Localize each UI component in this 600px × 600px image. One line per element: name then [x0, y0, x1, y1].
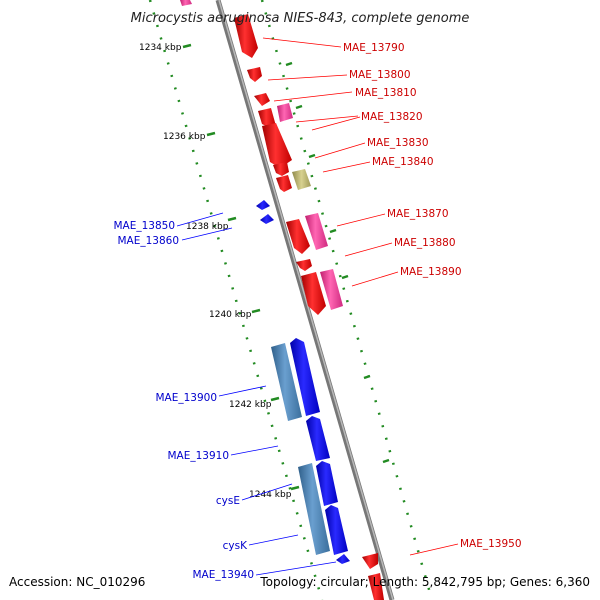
gene-label[interactable]: cysE: [216, 495, 240, 507]
genome-backbone-highlight: [218, 0, 394, 600]
gene-arrow-bottom[interactable]: [368, 573, 384, 600]
gene-arrow-mae-13950[interactable]: [362, 553, 378, 569]
gene-label[interactable]: MAE_13840: [372, 156, 434, 168]
gene-arrow-mae-13840-a[interactable]: [273, 162, 289, 176]
right-leader-lines: [262, 37, 459, 556]
accent-dash: [285, 61, 293, 67]
gene-arrow-partial-top[interactable]: [234, 14, 258, 58]
gene-label[interactable]: MAE_13950: [460, 538, 522, 550]
gene-label[interactable]: MAE_13880: [394, 237, 456, 249]
leader-line: [241, 483, 293, 501]
gene-label[interactable]: MAE_13940: [192, 569, 254, 581]
tick-mark: [206, 131, 216, 137]
tick-label: 1244 kbp: [249, 490, 292, 500]
kbp-tick-labels: 1234 kbp 1236 kbp 1238 kbp 1240 kbp 1242…: [139, 43, 292, 500]
leader-line: [314, 142, 366, 159]
leader-line: [218, 385, 267, 397]
tick-mark: [182, 43, 192, 49]
gene-arrow-mae-13900-steel[interactable]: [271, 343, 302, 421]
gene-label[interactable]: MAE_13800: [349, 69, 411, 81]
leader-line: [311, 116, 361, 131]
feature-khaki[interactable]: [292, 169, 311, 190]
genome-backbone: [215, 0, 395, 600]
gene-arrow-mae-13870-b[interactable]: [305, 213, 328, 250]
leader-line: [267, 74, 348, 81]
gene-arrow-mae-13940[interactable]: [336, 554, 350, 564]
leader-line: [336, 213, 386, 227]
leader-line: [351, 271, 399, 287]
forward-genes: [180, 0, 384, 600]
accent-dash: [382, 458, 390, 464]
reverse-genes: [256, 200, 350, 564]
tick-label: 1236 kbp: [163, 132, 206, 142]
tick-mark: [227, 216, 237, 222]
gene-arrow-mae-13870-a[interactable]: [286, 219, 310, 254]
gene-arrow-mae-13850[interactable]: [256, 200, 270, 210]
right-gene-labels: MAE_13790 MAE_13800 MAE_13810 MAE_13820 …: [343, 42, 522, 550]
accent-dash: [308, 153, 316, 159]
gene-arrow-mae-13900[interactable]: [290, 338, 320, 416]
gene-label[interactable]: MAE_13910: [167, 450, 229, 462]
accent-dash: [295, 104, 303, 110]
leader-line: [262, 37, 342, 48]
gene-label[interactable]: cysK: [223, 540, 248, 552]
gene-arrow-mae-13910[interactable]: [306, 416, 330, 461]
gene-arrow-mae-13840-b[interactable]: [276, 175, 292, 192]
tick-mark: [290, 485, 300, 491]
gene-label[interactable]: MAE_13850: [113, 220, 175, 232]
leader-line: [181, 227, 233, 241]
tick-label: 1234 kbp: [139, 43, 182, 53]
tick-mark: [270, 396, 280, 402]
gene-arrow-mae-13810-a[interactable]: [254, 93, 270, 106]
gene-arrow-mae-13890-b[interactable]: [320, 269, 343, 310]
gene-arrow-mae-13860[interactable]: [260, 214, 274, 224]
tick-label: 1242 kbp: [229, 400, 272, 410]
gene-label[interactable]: MAE_13820: [361, 111, 423, 123]
gene-label[interactable]: MAE_13890: [400, 266, 462, 278]
leader-line: [176, 212, 224, 227]
gene-arrow-mae-13880[interactable]: [296, 259, 312, 271]
leader-line: [344, 242, 393, 257]
tick-mark: [251, 308, 261, 314]
gene-label[interactable]: MAE_13810: [355, 87, 417, 99]
left-leader-lines: [176, 212, 337, 576]
leader-line: [273, 91, 353, 102]
tick-label: 1240 kbp: [209, 310, 252, 320]
gene-arrow-cyse-steel[interactable]: [298, 463, 330, 555]
right-track-accents: [285, 61, 390, 464]
left-gene-labels: MAE_13850 MAE_13860 MAE_13900 MAE_13910 …: [113, 220, 254, 581]
accent-dash: [363, 374, 371, 380]
outer-left-dotted-track: [148, 0, 324, 600]
gene-label[interactable]: MAE_13830: [367, 137, 429, 149]
leader-line: [255, 561, 337, 576]
leader-line: [230, 445, 279, 456]
accession-text: Accession: NC_010296: [9, 575, 145, 589]
gene-label[interactable]: MAE_13900: [155, 392, 217, 404]
leader-line: [248, 534, 299, 546]
gene-label[interactable]: MAE_13870: [387, 208, 449, 220]
gene-arrow-mae-13890-a[interactable]: [301, 272, 326, 315]
gene-label[interactable]: MAE_13860: [117, 235, 179, 247]
map-title: Microcystis aeruginosa NIES-843, complet…: [131, 11, 470, 26]
gene-arrow-pink-top[interactable]: [180, 0, 192, 6]
gene-arrow-mae-13830[interactable]: [262, 123, 292, 168]
leader-line: [295, 115, 359, 123]
kbp-tick-marks: [182, 43, 300, 491]
gene-arrow-mae-13810-b[interactable]: [277, 103, 293, 122]
leader-line: [409, 543, 459, 556]
accent-dash: [329, 228, 337, 234]
gene-arrow-cyse[interactable]: [316, 461, 338, 506]
tick-label: 1238 kbp: [186, 222, 229, 232]
leader-line: [322, 161, 371, 173]
genome-stats-text: Topology: circular; Length: 5,842,795 bp…: [259, 575, 590, 589]
gene-arrow-cysk[interactable]: [325, 505, 348, 555]
gene-label[interactable]: MAE_13790: [343, 42, 405, 54]
accent-dash: [341, 274, 349, 280]
gene-arrow-mae-13800[interactable]: [247, 67, 262, 82]
gene-arrow-mae-13820[interactable]: [258, 108, 276, 128]
